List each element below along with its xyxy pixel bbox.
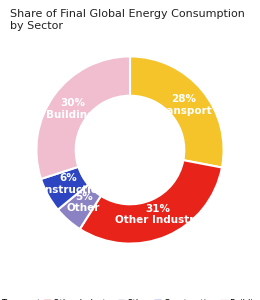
Text: 30%
Buildings: 30% Buildings	[46, 98, 101, 119]
Text: 5%
Other: 5% Other	[67, 192, 100, 214]
Legend: Transport, Other Industry, Other, Construction, Buildings: Transport, Other Industry, Other, Constr…	[0, 297, 260, 300]
Wedge shape	[36, 56, 130, 179]
Wedge shape	[58, 184, 101, 229]
Wedge shape	[80, 160, 222, 244]
Wedge shape	[130, 56, 224, 167]
Text: 28%
Transport: 28% Transport	[156, 94, 212, 116]
Wedge shape	[41, 167, 88, 210]
Text: Share of Final Global Energy Consumption by Sector: Share of Final Global Energy Consumption…	[10, 9, 245, 31]
Text: 6%
Construction: 6% Construction	[31, 173, 106, 195]
Text: 31%
Other Industry: 31% Other Industry	[115, 204, 201, 225]
